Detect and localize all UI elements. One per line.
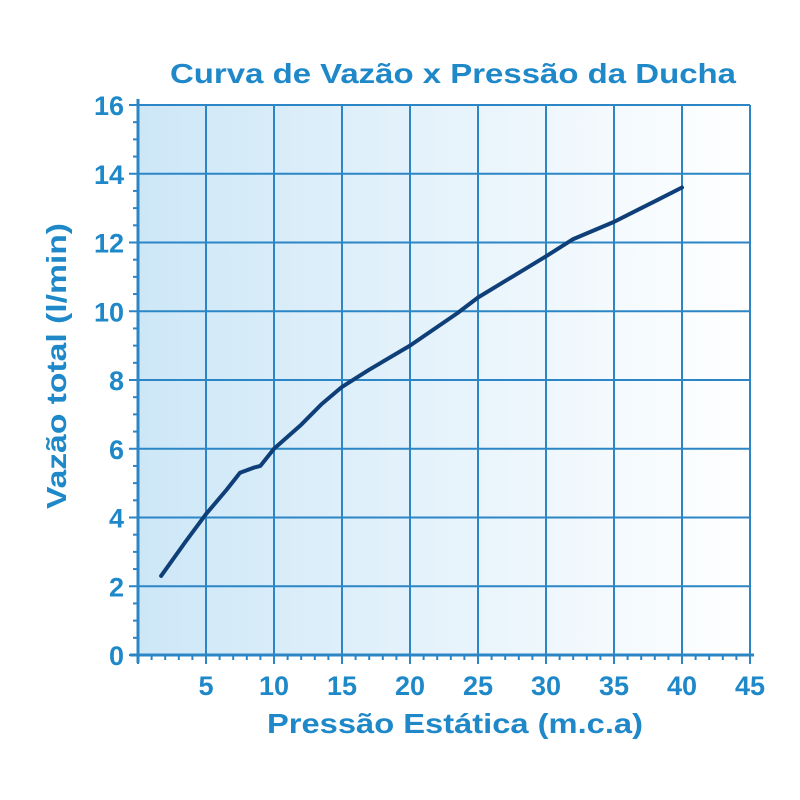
- x-tick-label: 15: [327, 671, 357, 701]
- chart-title: Curva de Vazão x Pressão da Ducha: [170, 58, 736, 89]
- y-tick-label: 4: [109, 504, 124, 534]
- y-axis-label: Vazão total (l/min): [41, 223, 72, 509]
- x-tick-label: 10: [259, 671, 289, 701]
- x-tick-label: 5: [198, 671, 213, 701]
- x-tick-labels: 5 10 15 20 25 30 35 40 45: [198, 671, 765, 701]
- y-tick-label: 8: [109, 366, 124, 396]
- x-tick-label: 40: [667, 671, 697, 701]
- x-tick-label: 30: [531, 671, 561, 701]
- y-tick-label: 2: [109, 572, 124, 602]
- x-tick-label: 35: [599, 671, 629, 701]
- y-tick-label: 6: [109, 435, 124, 465]
- y-tick-label: 0: [109, 641, 124, 671]
- y-tick-label: 14: [94, 160, 124, 190]
- x-axis-label: Pressão Estática (m.c.a): [267, 708, 643, 739]
- x-tick-label: 45: [735, 671, 765, 701]
- y-tick-label: 12: [94, 229, 124, 259]
- axes: [129, 99, 754, 664]
- y-tick-label: 16: [94, 91, 124, 121]
- x-tick-label: 25: [463, 671, 493, 701]
- y-tick-label: 10: [94, 297, 124, 327]
- x-tick-label: 20: [395, 671, 425, 701]
- y-tick-labels: 0 2 4 6 8 10 12 14 16: [94, 91, 124, 671]
- series-line: [159, 185, 684, 578]
